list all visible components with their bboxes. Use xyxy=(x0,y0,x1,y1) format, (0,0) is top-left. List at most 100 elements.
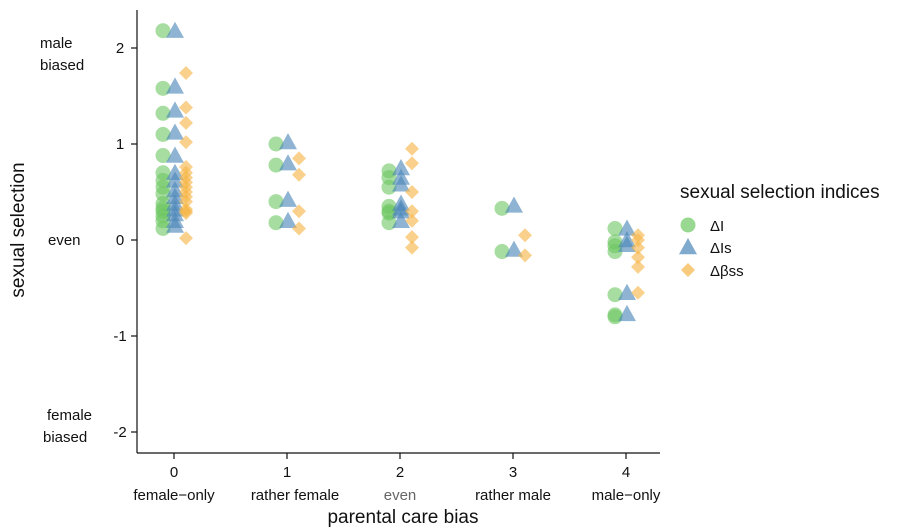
legend-keys xyxy=(679,217,697,277)
x-tick-label: 0 xyxy=(170,464,178,481)
x-category-label: even xyxy=(384,487,417,504)
x-category-label: rather male xyxy=(475,487,551,504)
legend-key-diamond xyxy=(681,263,695,277)
x-category-label: male−only xyxy=(592,487,661,504)
diamond-point xyxy=(518,248,532,263)
y-tick-label: 1 xyxy=(116,136,124,153)
diamond-point xyxy=(179,206,193,221)
circle-point xyxy=(607,309,623,325)
y-annotation-female-line2: biased xyxy=(43,429,87,446)
y-axis-title: sexual selection xyxy=(8,162,29,297)
legend-label-delta-is: ΔIs xyxy=(710,240,732,257)
triangle-point xyxy=(618,304,636,322)
legend-title: sexual selection indices xyxy=(680,182,880,203)
diamond-point xyxy=(179,135,193,150)
circle-point xyxy=(607,287,623,303)
circle-point xyxy=(155,80,171,96)
x-category-label: female−only xyxy=(133,487,215,504)
triangle-point xyxy=(392,211,410,228)
diamond-point xyxy=(292,151,306,166)
y-annotation-even: even xyxy=(48,232,81,249)
legend-key-triangle xyxy=(679,238,697,255)
circle-point xyxy=(268,136,284,152)
legend: sexual selection indices ΔI ΔIs Δβss xyxy=(679,182,880,280)
diamond-point xyxy=(405,213,419,228)
triangle-point xyxy=(618,283,636,300)
diamond-point xyxy=(179,65,193,80)
x-axis-title: parental care bias xyxy=(327,507,478,528)
y-tick-4: -2 xyxy=(113,424,137,441)
y-tick-label: -2 xyxy=(113,424,126,441)
triangle-point xyxy=(279,154,297,171)
y-annotation-female-line1: female xyxy=(47,407,92,424)
x-tick-label: 3 xyxy=(509,464,517,481)
diamond-point xyxy=(292,204,306,219)
triangle-point xyxy=(618,219,636,236)
diamond-point xyxy=(518,228,532,243)
diamond-point xyxy=(405,141,419,156)
circle-point xyxy=(155,148,171,164)
triangle-point xyxy=(279,211,297,228)
x-tick-label: 2 xyxy=(396,464,404,481)
diamond-point xyxy=(631,250,645,265)
x-tick-4: 4 male−only xyxy=(592,453,661,504)
circle-point xyxy=(381,215,397,231)
x-tick-3: 3 rather male xyxy=(475,453,551,504)
circle-point xyxy=(155,220,171,236)
x-tick-1: 1 rather female xyxy=(251,453,339,504)
x-tick-label: 4 xyxy=(622,464,630,481)
y-annotation-male-line2: biased xyxy=(40,57,84,74)
diamond-point xyxy=(405,185,419,199)
y-tick-label: 0 xyxy=(116,232,124,249)
legend-label-delta-beta-ss: Δβss xyxy=(710,263,744,280)
y-tick-label: 2 xyxy=(116,40,124,57)
diamond-point xyxy=(631,240,645,255)
y-annotation-male-line1: male xyxy=(40,35,73,52)
triangle-point xyxy=(166,171,184,188)
diamond-point xyxy=(631,259,645,274)
y-tick-0: 2 xyxy=(116,40,137,57)
x-tick-0: 0 female−only xyxy=(133,453,215,504)
x-category-label: rather female xyxy=(251,487,339,504)
circle-point xyxy=(155,126,171,142)
legend-key-circle xyxy=(680,217,696,233)
diamond-point xyxy=(179,231,193,246)
diamond-point xyxy=(179,115,193,130)
circle-point xyxy=(155,23,171,39)
triangle-point xyxy=(166,101,184,118)
circle-point xyxy=(494,244,510,260)
diamond-point xyxy=(405,156,419,171)
y-tick-2: 0 xyxy=(116,232,137,249)
circle-point xyxy=(268,194,284,210)
diamond-point xyxy=(292,221,306,236)
triangle-point xyxy=(166,21,184,38)
triangle-point xyxy=(279,190,297,207)
triangle-point xyxy=(392,202,410,219)
y-tick-label: -1 xyxy=(113,328,126,345)
x-tick-label: 1 xyxy=(283,464,291,481)
triangle-point xyxy=(392,175,410,192)
triangle-point xyxy=(166,77,184,94)
triangle-point xyxy=(166,146,184,163)
triangle-point xyxy=(279,133,297,150)
diamond-point xyxy=(179,194,193,209)
data-points xyxy=(155,21,645,325)
triangle-point xyxy=(505,196,523,213)
triangle-point xyxy=(392,159,410,176)
circle-point xyxy=(494,200,510,216)
diamond-point xyxy=(631,285,645,300)
diamond-point xyxy=(631,233,645,247)
circle-point xyxy=(607,220,623,236)
circle-point xyxy=(268,215,284,231)
diamond-point xyxy=(405,204,419,219)
legend-label-delta-i: ΔI xyxy=(710,218,724,235)
y-tick-1: 1 xyxy=(116,136,137,153)
circle-point xyxy=(155,105,171,121)
triangle-point xyxy=(505,240,523,257)
triangle-point xyxy=(166,123,184,140)
diamond-point xyxy=(179,100,193,115)
x-tick-2: 2 even xyxy=(384,453,417,504)
diamond-point xyxy=(292,167,306,182)
diamond-point xyxy=(405,240,419,255)
